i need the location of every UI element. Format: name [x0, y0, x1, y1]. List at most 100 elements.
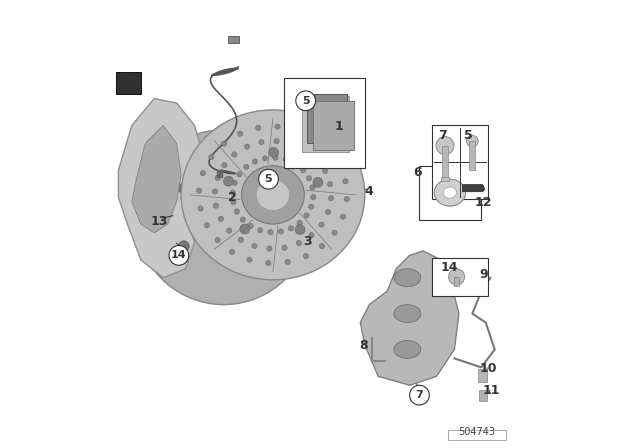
Circle shape — [296, 91, 316, 111]
Circle shape — [221, 141, 227, 146]
Circle shape — [240, 224, 250, 234]
Circle shape — [136, 130, 311, 305]
Ellipse shape — [394, 305, 421, 323]
Text: 3: 3 — [303, 234, 312, 248]
Circle shape — [337, 162, 342, 167]
FancyBboxPatch shape — [419, 166, 481, 220]
Circle shape — [237, 131, 243, 136]
Ellipse shape — [394, 340, 421, 358]
Text: 14: 14 — [171, 250, 187, 260]
Circle shape — [436, 137, 454, 155]
Circle shape — [234, 209, 239, 214]
Circle shape — [303, 147, 308, 153]
Circle shape — [259, 169, 278, 189]
Circle shape — [328, 195, 334, 201]
Polygon shape — [360, 251, 459, 385]
Circle shape — [313, 177, 323, 187]
Circle shape — [234, 165, 244, 176]
Bar — [469, 141, 476, 170]
Circle shape — [319, 243, 324, 249]
Circle shape — [288, 226, 294, 231]
Bar — [448, 430, 506, 440]
Text: 10: 10 — [479, 362, 497, 375]
Polygon shape — [217, 170, 222, 177]
Bar — [440, 177, 449, 181]
Circle shape — [198, 206, 204, 211]
Bar — [454, 277, 460, 286]
Circle shape — [268, 229, 273, 235]
Text: 12: 12 — [475, 196, 492, 209]
Circle shape — [297, 220, 302, 225]
Circle shape — [204, 223, 209, 228]
Text: 7: 7 — [415, 390, 423, 400]
Circle shape — [311, 135, 317, 141]
FancyBboxPatch shape — [432, 258, 488, 296]
FancyBboxPatch shape — [284, 78, 365, 168]
Circle shape — [215, 237, 220, 243]
Circle shape — [283, 157, 289, 162]
Ellipse shape — [435, 179, 466, 206]
Circle shape — [262, 155, 268, 161]
Circle shape — [296, 241, 301, 246]
Circle shape — [268, 212, 278, 223]
Circle shape — [255, 125, 261, 130]
Circle shape — [269, 147, 278, 157]
Circle shape — [232, 152, 237, 157]
Ellipse shape — [181, 110, 365, 280]
Circle shape — [274, 138, 279, 144]
Circle shape — [240, 217, 245, 222]
Circle shape — [257, 228, 263, 233]
Circle shape — [230, 190, 236, 195]
Circle shape — [232, 181, 237, 186]
Text: 14: 14 — [440, 261, 458, 275]
Circle shape — [295, 225, 305, 235]
Circle shape — [304, 213, 309, 218]
Circle shape — [179, 241, 189, 252]
Circle shape — [221, 163, 227, 168]
Text: 1: 1 — [335, 120, 343, 133]
Polygon shape — [118, 99, 204, 278]
Circle shape — [301, 168, 306, 173]
Circle shape — [252, 243, 257, 249]
Circle shape — [467, 135, 478, 147]
Polygon shape — [463, 185, 485, 192]
Circle shape — [215, 175, 220, 181]
Text: 9: 9 — [479, 267, 488, 281]
Circle shape — [229, 249, 235, 254]
Text: 13: 13 — [151, 215, 168, 228]
Circle shape — [292, 161, 298, 167]
Bar — [477, 369, 486, 382]
Circle shape — [218, 216, 223, 222]
Circle shape — [206, 199, 242, 235]
Circle shape — [340, 214, 346, 220]
Text: 7: 7 — [438, 129, 447, 142]
Bar — [479, 390, 487, 401]
Text: 5: 5 — [464, 129, 473, 142]
Circle shape — [314, 156, 319, 162]
Circle shape — [179, 183, 189, 194]
Circle shape — [237, 172, 242, 177]
Circle shape — [169, 246, 189, 265]
Text: 8: 8 — [360, 339, 368, 353]
Circle shape — [308, 204, 314, 209]
Circle shape — [309, 233, 314, 238]
Circle shape — [273, 155, 278, 160]
Circle shape — [213, 203, 219, 208]
Circle shape — [259, 139, 264, 145]
Circle shape — [319, 222, 324, 227]
Circle shape — [275, 124, 280, 129]
Text: 5: 5 — [265, 174, 272, 184]
Circle shape — [231, 200, 236, 205]
Circle shape — [266, 260, 271, 266]
Circle shape — [327, 181, 333, 187]
Circle shape — [294, 127, 299, 133]
Text: 4: 4 — [365, 185, 374, 198]
Circle shape — [326, 209, 331, 215]
Circle shape — [285, 259, 291, 265]
Circle shape — [248, 223, 253, 228]
Circle shape — [247, 257, 252, 263]
Polygon shape — [314, 101, 353, 150]
Circle shape — [267, 246, 272, 251]
Circle shape — [303, 254, 308, 259]
Ellipse shape — [394, 269, 421, 287]
